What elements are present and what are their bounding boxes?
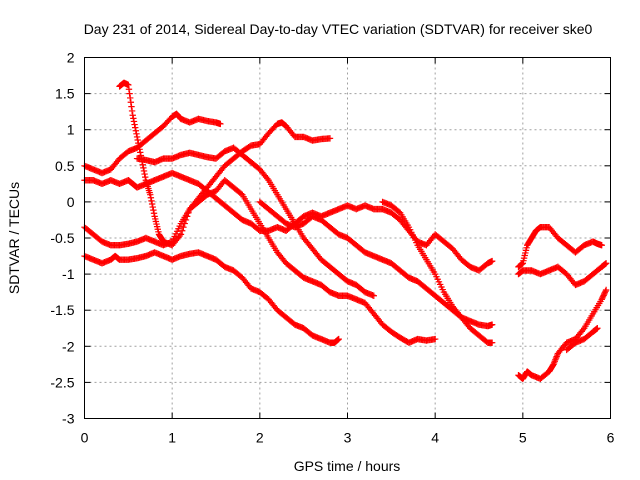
y-axis-label: SDTVAR / TECUs [6,182,22,294]
x-tick-label: 2 [256,430,264,446]
data-point [147,194,155,201]
y-tick-label: -3 [62,411,75,427]
data-point [370,292,377,299]
data-point [150,206,157,214]
series-track-9 [515,223,605,271]
series-track-12 [563,325,601,354]
x-tick-label: 5 [519,430,527,446]
axes: 0 1 2 3 4 5 6 -3 -2.5 -2 -1.5 -1 -0.5 0 0.5 1 1.5 2 [50,50,614,446]
x-tick-label: 3 [344,430,352,446]
data-series [81,79,610,382]
data-point [139,161,146,168]
data-point [335,335,342,343]
data-point [602,260,610,267]
data-point [125,81,132,89]
y-tick-label: 1.5 [55,86,75,102]
series-track-1 [81,110,224,177]
data-point [125,86,133,93]
data-point [127,94,134,102]
x-tick-label: 4 [431,430,439,446]
data-point [135,139,142,147]
data-point [598,242,605,249]
data-point [128,107,136,115]
chart-title: Day 231 of 2014, Sidereal Day-to-day VTE… [84,21,593,37]
data-point [326,135,334,142]
data-point [488,257,496,265]
data-point [488,321,496,328]
series-track-3 [81,169,496,274]
data-point [127,99,135,106]
data-point [147,191,154,198]
data-point [431,335,439,343]
y-tick-label: -2.5 [50,374,74,390]
data-point [126,90,133,97]
y-tick-label: -1 [62,266,75,282]
data-point [134,136,141,144]
data-point [131,121,138,128]
data-point [128,103,135,110]
data-point [135,143,143,150]
data-point [180,223,187,231]
y-tick-label: -0.5 [50,230,74,246]
data-point [142,173,149,181]
data-point [130,118,138,125]
series-track-11 [515,286,610,382]
data-point [150,210,158,217]
data-point [594,325,601,332]
data-point [140,167,148,175]
y-tick-label: 1 [67,122,75,138]
data-point [132,124,139,131]
series-track-10 [515,260,610,289]
data-point [141,170,148,178]
data-point [130,115,137,122]
x-tick-label: 6 [607,430,615,446]
data-point [149,203,156,211]
plot-frame [84,57,611,419]
data-point [136,146,143,153]
y-tick-label: -2 [62,338,75,354]
series-track-8 [379,198,496,346]
x-axis-label: GPS time / hours [294,458,401,474]
data-point [129,112,136,119]
data-point [133,130,140,138]
series-track-4 [81,177,439,346]
series-track-6 [133,144,377,299]
data-point [137,149,144,156]
y-tick-label: 0 [67,194,75,210]
data-point [217,120,224,128]
data-point [148,197,155,205]
data-point [148,200,156,208]
x-tick-label: 1 [168,430,176,446]
y-tick-label: 0.5 [55,158,75,174]
x-tick-label: 0 [81,430,89,446]
y-tick-label: 2 [67,50,75,66]
y-tick-label: -1.5 [50,302,74,318]
data-point [132,127,140,134]
data-point [140,164,147,172]
data-point [602,288,609,295]
data-point [602,286,610,294]
series-track-5 [81,249,342,346]
data-point [488,339,496,346]
data-point [133,133,141,141]
